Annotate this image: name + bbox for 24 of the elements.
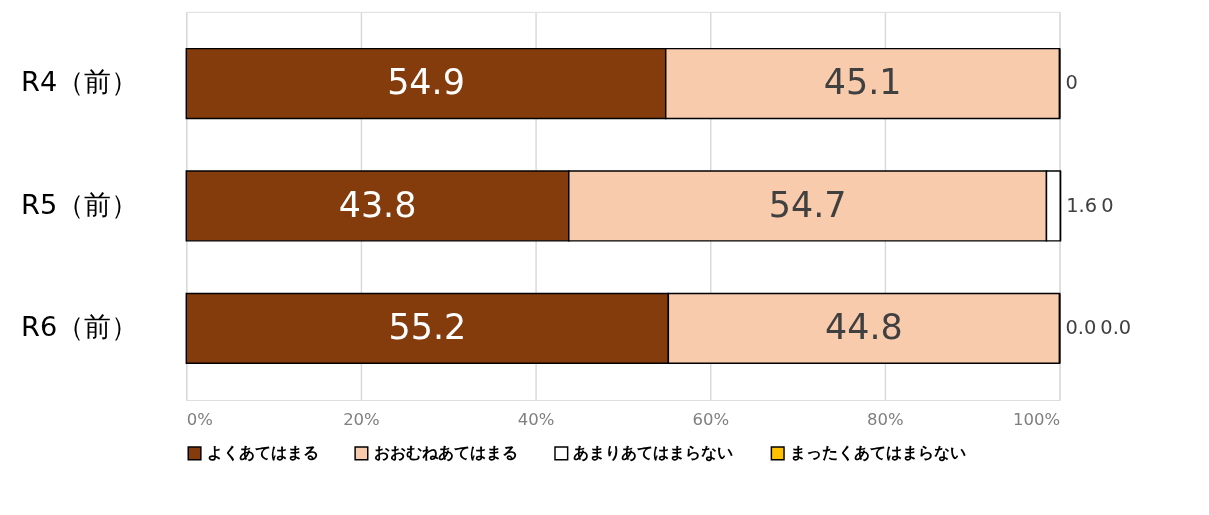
data-label: 0 [1065,71,1078,95]
data-label: 43.8 [338,184,417,225]
data-label: 54.9 [387,62,465,103]
data-label: 55.2 [388,307,467,348]
y-tick-label: R5（前） [21,188,139,220]
data-label: 45.1 [823,62,902,103]
x-tick-label: 60% [692,409,730,429]
data-label: 1.6 [1066,193,1098,217]
x-tick-label: 20% [343,409,380,429]
data-label: 0.0 [1100,316,1132,340]
y-tick-label: R4（前） [21,66,139,98]
x-tick-label: 0% [186,409,213,429]
legend-label: よくあてはまる [206,443,319,463]
data-label: 54.7 [768,184,847,225]
x-tick-label: 40% [517,409,555,429]
data-label: 44.8 [825,307,903,348]
data-label: 0.0 [1065,316,1097,340]
legend-label: あまりあてはまらない [573,443,734,463]
x-tick-label: 100% [1012,409,1061,429]
y-tick-label: R6（前） [21,311,139,343]
x-tick-label: 80% [867,409,904,429]
data-label: 0 [1101,193,1114,217]
legend-label: おおむねあてはまる [373,443,518,463]
legend-label: まったくあてはまらない [789,443,966,463]
